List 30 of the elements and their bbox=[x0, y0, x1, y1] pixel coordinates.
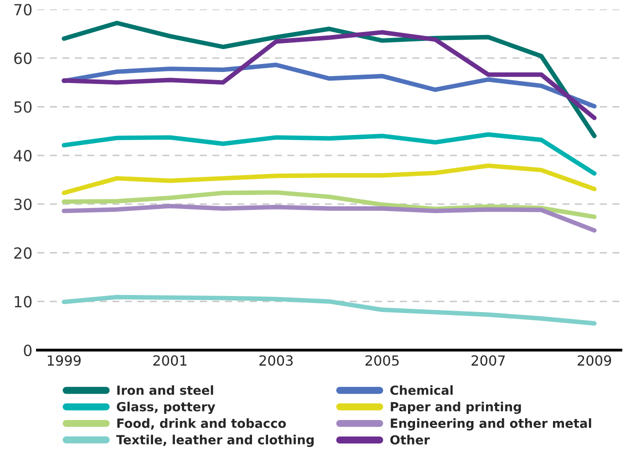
legend-label: Iron and steel bbox=[117, 385, 214, 395]
legend-label: Paper and printing bbox=[390, 402, 521, 414]
y-tick-label: 30 bbox=[14, 198, 32, 210]
y-tick-label: 10 bbox=[14, 296, 32, 308]
legend-label: Other bbox=[390, 434, 430, 445]
y-tick-label: 60 bbox=[14, 52, 32, 64]
y-tick-label: 50 bbox=[14, 101, 32, 113]
x-tick-label: 2009 bbox=[578, 355, 612, 366]
line-series bbox=[62, 190, 597, 219]
y-tick-label: 20 bbox=[14, 247, 32, 259]
legend-label: Chemical bbox=[390, 385, 453, 395]
legend-label: Glass, pottery bbox=[116, 402, 216, 414]
line-series bbox=[62, 204, 597, 233]
line-series bbox=[62, 20, 597, 138]
x-tick-label: 2005 bbox=[366, 355, 399, 366]
line-series bbox=[62, 132, 597, 176]
legend-label: Engineering and other metal bbox=[390, 418, 592, 430]
legend-label: Food, drink and tobacco bbox=[117, 418, 286, 430]
x-tick-label: 2007 bbox=[472, 355, 505, 366]
line-series bbox=[62, 294, 597, 326]
line-series bbox=[62, 62, 597, 108]
x-tick-label: 1999 bbox=[48, 355, 81, 366]
y-tick-label: 0 bbox=[24, 344, 32, 356]
y-tick-label: 40 bbox=[14, 150, 32, 162]
legend-label: Textile, leather and clothing bbox=[116, 434, 314, 447]
line-series bbox=[62, 163, 597, 196]
y-tick-label: 70 bbox=[14, 4, 32, 16]
x-tick-label: 2001 bbox=[153, 355, 186, 366]
line-series bbox=[62, 30, 597, 120]
x-tick-label: 2003 bbox=[259, 355, 293, 366]
